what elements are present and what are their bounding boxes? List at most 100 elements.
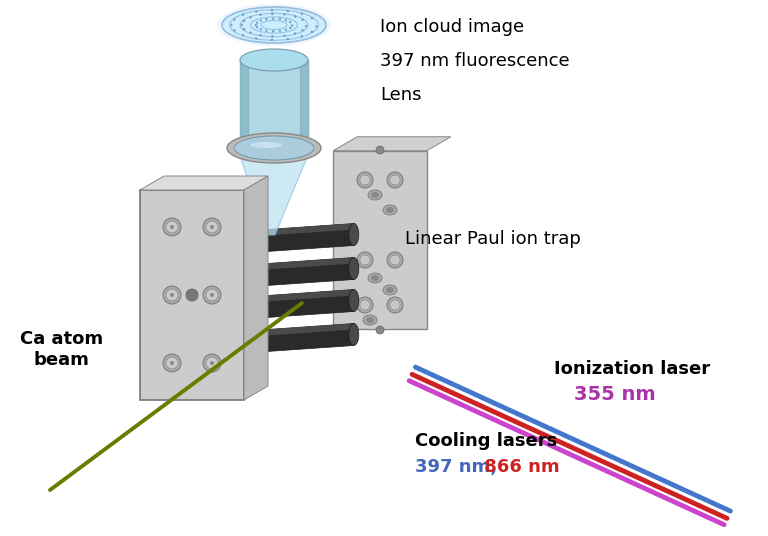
Circle shape xyxy=(203,218,221,236)
Ellipse shape xyxy=(371,192,379,198)
Circle shape xyxy=(289,27,291,29)
Ellipse shape xyxy=(349,324,359,346)
Polygon shape xyxy=(202,224,354,240)
Circle shape xyxy=(310,31,313,33)
Circle shape xyxy=(243,20,245,22)
Text: Ca atom
beam: Ca atom beam xyxy=(20,330,103,369)
Ellipse shape xyxy=(197,300,207,322)
Circle shape xyxy=(166,289,178,301)
Polygon shape xyxy=(333,151,427,329)
Text: Ionization laser: Ionization laser xyxy=(554,360,710,378)
Circle shape xyxy=(272,18,274,20)
Ellipse shape xyxy=(383,205,397,215)
Polygon shape xyxy=(244,176,268,400)
Circle shape xyxy=(270,9,273,11)
Ellipse shape xyxy=(349,257,359,279)
Polygon shape xyxy=(202,257,354,274)
Circle shape xyxy=(294,32,296,35)
Ellipse shape xyxy=(371,275,379,281)
Text: 355 nm: 355 nm xyxy=(574,385,656,404)
Circle shape xyxy=(286,38,289,40)
Circle shape xyxy=(387,297,403,313)
Ellipse shape xyxy=(240,49,308,71)
Polygon shape xyxy=(140,176,268,190)
Circle shape xyxy=(203,286,221,304)
Polygon shape xyxy=(333,137,451,151)
Circle shape xyxy=(305,25,307,27)
Ellipse shape xyxy=(222,7,326,43)
Circle shape xyxy=(360,300,370,310)
Circle shape xyxy=(286,10,289,12)
Polygon shape xyxy=(202,257,354,290)
Polygon shape xyxy=(202,224,354,256)
Ellipse shape xyxy=(366,317,374,323)
Circle shape xyxy=(203,354,221,372)
Ellipse shape xyxy=(250,142,282,148)
Circle shape xyxy=(360,175,370,185)
Circle shape xyxy=(387,252,403,268)
Circle shape xyxy=(260,34,262,36)
Ellipse shape xyxy=(368,273,382,283)
Text: Linear Paul ion trap: Linear Paul ion trap xyxy=(405,230,581,248)
Circle shape xyxy=(357,252,373,268)
Polygon shape xyxy=(202,324,354,340)
Circle shape xyxy=(250,16,252,19)
Circle shape xyxy=(271,35,273,38)
Circle shape xyxy=(390,300,400,310)
Circle shape xyxy=(250,32,252,34)
Circle shape xyxy=(390,255,400,265)
Ellipse shape xyxy=(197,334,207,356)
Ellipse shape xyxy=(368,190,382,200)
Circle shape xyxy=(300,35,303,38)
Circle shape xyxy=(170,361,174,365)
Ellipse shape xyxy=(383,285,397,295)
Polygon shape xyxy=(140,190,244,400)
Circle shape xyxy=(283,34,286,37)
Text: Lens: Lens xyxy=(380,86,422,104)
Circle shape xyxy=(233,29,236,32)
Circle shape xyxy=(301,19,304,21)
Circle shape xyxy=(272,30,274,33)
Circle shape xyxy=(255,37,257,40)
Circle shape xyxy=(310,17,313,19)
Circle shape xyxy=(206,221,218,233)
Circle shape xyxy=(265,29,267,32)
Ellipse shape xyxy=(386,207,394,213)
Ellipse shape xyxy=(240,137,308,159)
Circle shape xyxy=(210,225,214,229)
Text: 397 nm,: 397 nm, xyxy=(415,458,497,476)
Polygon shape xyxy=(202,324,354,356)
Ellipse shape xyxy=(386,287,394,293)
Circle shape xyxy=(387,172,403,188)
Ellipse shape xyxy=(349,224,359,245)
Ellipse shape xyxy=(186,289,198,301)
Circle shape xyxy=(206,289,218,301)
Circle shape xyxy=(294,16,296,18)
Circle shape xyxy=(271,13,273,15)
Ellipse shape xyxy=(217,4,331,46)
Circle shape xyxy=(270,39,273,41)
Circle shape xyxy=(166,221,178,233)
Circle shape xyxy=(285,19,287,21)
Circle shape xyxy=(170,225,174,229)
Ellipse shape xyxy=(234,136,314,160)
Circle shape xyxy=(315,25,318,28)
Circle shape xyxy=(360,255,370,265)
Circle shape xyxy=(210,293,214,297)
Circle shape xyxy=(255,24,257,26)
Text: 866 nm: 866 nm xyxy=(478,458,560,476)
Circle shape xyxy=(283,13,286,16)
Circle shape xyxy=(390,175,400,185)
Circle shape xyxy=(300,13,303,15)
Ellipse shape xyxy=(376,326,384,334)
Circle shape xyxy=(265,18,267,20)
Circle shape xyxy=(279,18,281,20)
Circle shape xyxy=(279,30,281,32)
Circle shape xyxy=(291,25,293,27)
Circle shape xyxy=(243,28,245,31)
Ellipse shape xyxy=(363,315,377,325)
Circle shape xyxy=(210,361,214,365)
Circle shape xyxy=(206,357,218,369)
Circle shape xyxy=(233,18,236,21)
Circle shape xyxy=(285,28,287,31)
